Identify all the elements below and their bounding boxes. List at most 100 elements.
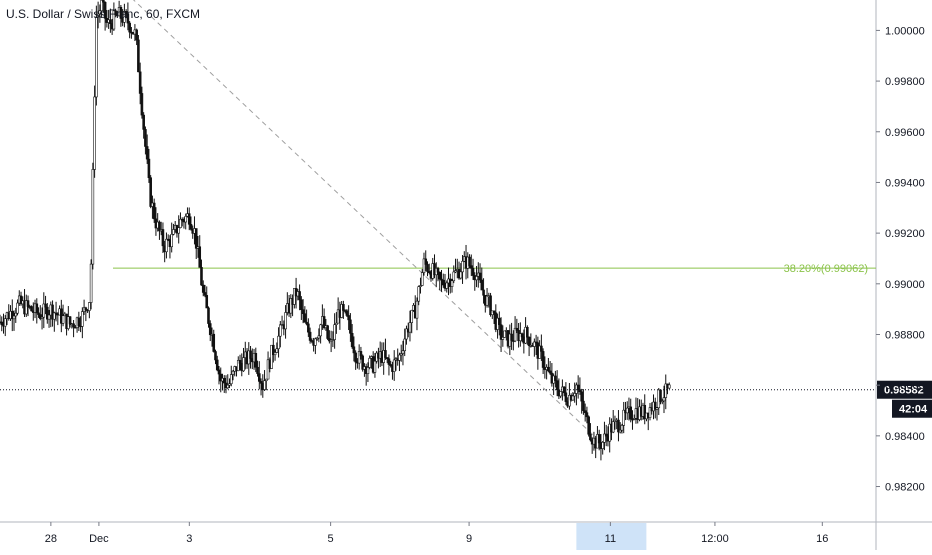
candle-body — [42, 303, 46, 318]
candle-body — [279, 324, 282, 337]
fib-level-label: 38.20%(0.99062) — [784, 263, 868, 275]
candle-body — [354, 352, 357, 363]
candle-body — [399, 353, 403, 356]
candle-body — [319, 324, 322, 337]
candle-body — [384, 350, 387, 358]
candle-body — [333, 324, 336, 340]
candle-body — [207, 307, 210, 324]
candle-body — [54, 312, 58, 315]
candles-layer — [0, 0, 671, 461]
candle-body — [214, 351, 217, 361]
candle-body — [534, 341, 538, 344]
candle-body — [573, 393, 576, 397]
candle-body — [554, 375, 557, 381]
candle-body — [515, 327, 519, 331]
candle-body — [89, 263, 93, 303]
candle-body — [84, 307, 88, 311]
candle-body — [604, 433, 608, 437]
x-tick-label: 3 — [186, 533, 192, 545]
candle-body — [540, 345, 543, 352]
x-tick-label: 12:00 — [701, 533, 729, 545]
candle-body — [145, 146, 149, 160]
candle-body — [620, 425, 624, 431]
candle-body — [342, 304, 345, 311]
candle-body — [37, 312, 40, 315]
candle-body — [469, 265, 473, 269]
x-tick-label: 9 — [466, 533, 472, 545]
candle-body — [655, 407, 659, 410]
candle-body — [350, 333, 354, 348]
candle-body — [10, 311, 14, 320]
y-tick-label: 0.98600 — [885, 380, 925, 392]
candle-body — [310, 340, 314, 342]
candle-body — [450, 280, 454, 287]
candle-body — [135, 29, 138, 41]
candle-body — [368, 357, 371, 368]
candle-body — [582, 400, 585, 411]
candle-body — [385, 357, 389, 360]
candle-body — [142, 114, 145, 130]
candle-body — [265, 378, 268, 382]
candle-body — [242, 357, 245, 372]
y-tick-label: 1.00000 — [885, 25, 925, 37]
y-tick-label: 0.99600 — [885, 127, 925, 139]
candle-body — [44, 303, 47, 308]
candle-body — [387, 358, 391, 365]
candle-body — [219, 373, 223, 382]
candle-body — [618, 429, 622, 433]
candle-body — [263, 380, 266, 391]
candle-body — [147, 158, 151, 179]
y-tick-label: 0.99200 — [885, 228, 925, 240]
candle-body — [172, 229, 175, 235]
candle-body — [95, 16, 98, 98]
candle-body — [345, 310, 349, 316]
candle-body — [0, 321, 4, 326]
candle-body — [138, 71, 142, 94]
countdown-label-bg — [892, 399, 932, 418]
candle-body — [140, 93, 144, 116]
candle-body — [149, 177, 152, 207]
candle-body — [611, 421, 615, 433]
candle-body — [625, 407, 629, 414]
candle-body — [419, 285, 422, 287]
y-tick-label: 0.99400 — [885, 177, 925, 189]
candle-body — [93, 96, 96, 170]
candle-body — [19, 295, 23, 305]
candle-body — [398, 354, 401, 361]
price-axis[interactable]: 1.00000 0.99800 0.99600 0.99400 0.99200 0.990… — [876, 25, 925, 494]
candle-body — [603, 433, 606, 443]
candle-body — [424, 258, 428, 265]
candle-body — [643, 404, 647, 420]
y-tick-label: 0.98200 — [885, 482, 925, 494]
candle-body — [629, 406, 633, 420]
candle-body — [510, 333, 513, 341]
candle-body — [498, 317, 501, 326]
candle-body — [662, 397, 666, 402]
candle-body — [229, 374, 233, 385]
candle-body — [303, 313, 307, 323]
time-axis[interactable]: 28 Dec 3 5 9 11 12:00 16 — [45, 522, 829, 550]
candle-body — [284, 312, 287, 330]
candle-body — [632, 418, 636, 420]
candle-body — [200, 267, 203, 286]
candle-body — [482, 289, 485, 296]
candle-body — [161, 229, 165, 247]
candle-body — [77, 317, 81, 327]
candle-body — [564, 392, 568, 402]
candle-body — [541, 351, 545, 368]
candle-body — [53, 312, 56, 320]
candle-body — [547, 366, 550, 372]
candle-body — [254, 353, 258, 368]
candle-body — [124, 11, 128, 15]
candle-body — [571, 395, 575, 401]
candle-body — [72, 323, 75, 328]
candle-body — [415, 300, 419, 319]
current-price-layer: 0.98582 42:04 — [0, 380, 932, 418]
candle-body — [441, 279, 445, 286]
candle-body — [359, 351, 363, 357]
candle-body — [201, 284, 205, 293]
candle-body — [30, 306, 33, 312]
